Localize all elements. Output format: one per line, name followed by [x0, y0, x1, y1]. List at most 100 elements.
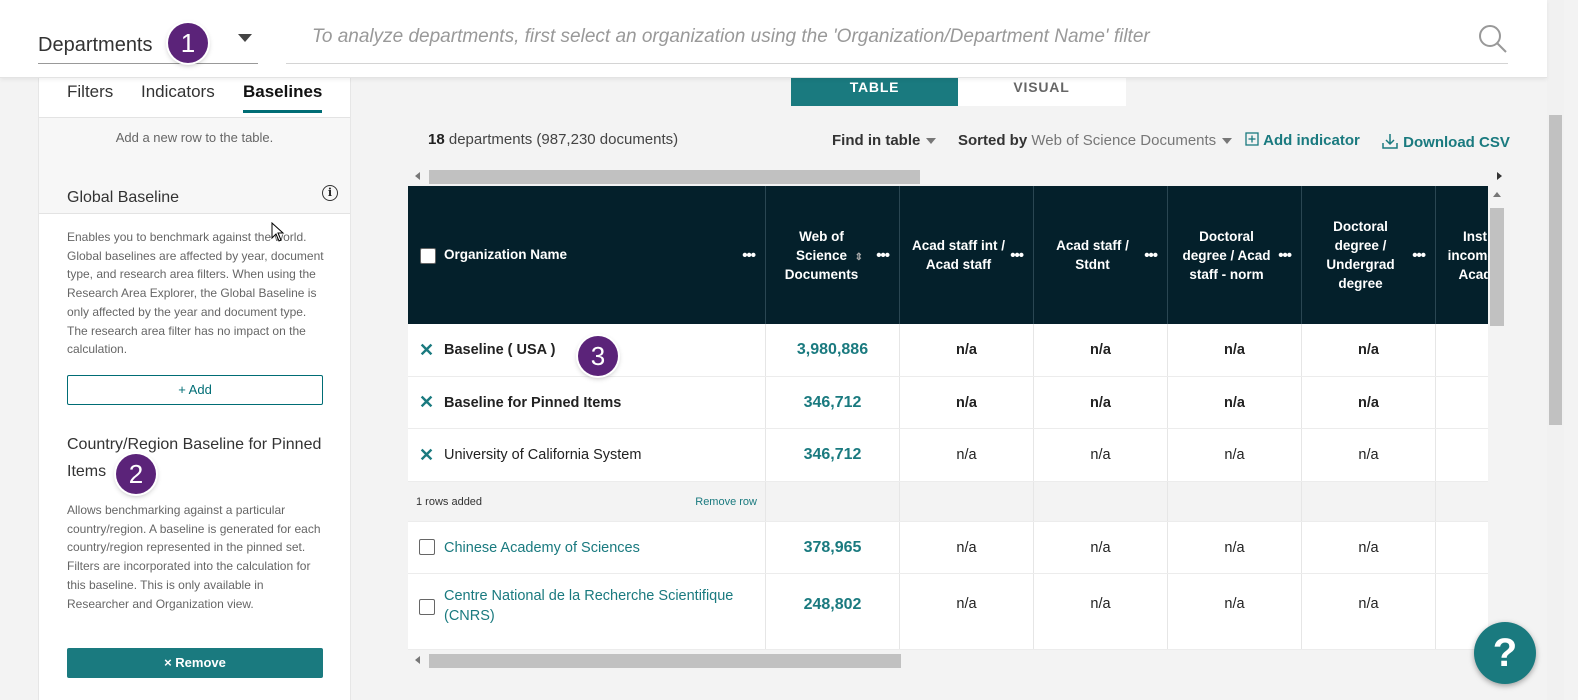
cell-value: n/a: [900, 574, 1034, 649]
cell-value: n/a: [1302, 574, 1436, 649]
sorted-by-label: Sorted by: [958, 132, 1028, 149]
col-header-label: Inst income / Acad: [1447, 228, 1488, 282]
add-indicator-button[interactable]: Add indicator: [1245, 132, 1360, 149]
results-text: departments (987,230 documents): [448, 131, 679, 148]
cell-value: n/a: [900, 522, 1034, 573]
hscroll-thumb[interactable]: [429, 170, 920, 184]
global-baseline-title: Global Baseline: [67, 189, 180, 206]
scroll-left-icon[interactable]: [415, 172, 420, 180]
search-placeholder: To analyze departments, first select an …: [312, 26, 1150, 47]
table-hscroll-bottom[interactable]: [410, 651, 1507, 669]
scroll-right-icon[interactable]: [1497, 172, 1502, 180]
search-input[interactable]: To analyze departments, first select an …: [286, 22, 1508, 64]
col-header-label: Acad staff int / Acad staff: [911, 238, 1005, 272]
more-options-icon[interactable]: •••: [876, 247, 890, 264]
wos-docs-value[interactable]: 378,965: [766, 522, 900, 573]
remove-row-icon[interactable]: ✕: [419, 392, 435, 412]
table-row: Centre National de la Recherche Scientif…: [408, 574, 1488, 650]
page-scrollbar[interactable]: [1547, 0, 1564, 700]
top-bar: Departments 1 To analyze departments, fi…: [0, 0, 1547, 78]
select-all-checkbox[interactable]: [420, 248, 436, 264]
visual-view-button[interactable]: VISUAL: [1013, 79, 1070, 95]
org-name: Baseline ( USA ): [444, 342, 556, 358]
hscroll-thumb[interactable]: [429, 654, 901, 668]
scroll-up-icon[interactable]: [1493, 192, 1501, 197]
table-hscroll-top[interactable]: [410, 167, 1507, 185]
remove-row-link[interactable]: Remove row: [695, 495, 757, 508]
wos-docs-value[interactable]: 346,712: [766, 377, 900, 428]
col-header-label: Organization Name: [444, 247, 568, 262]
callout-badge-1: 1: [168, 23, 208, 63]
tab-indicators[interactable]: Indicators: [141, 82, 215, 101]
plus-square-icon: [1245, 132, 1259, 146]
view-select-label: Departments: [38, 34, 153, 56]
cell-value: n/a: [1034, 574, 1168, 649]
sidebar: Filters Indicators Baselines Add a new r…: [38, 78, 351, 700]
org-name-link[interactable]: Centre National de la Recherche Scientif…: [444, 588, 734, 624]
col-header-doctoral-undergrad[interactable]: Doctoral degree / Undergrad degree •••: [1302, 186, 1436, 324]
col-header-organization-name[interactable]: Organization Name •••: [408, 186, 766, 324]
table-header: Organization Name ••• Web of Science Doc…: [408, 186, 1488, 324]
remove-row-icon[interactable]: ✕: [419, 444, 435, 465]
more-options-icon[interactable]: •••: [1010, 247, 1024, 264]
caret-down-icon: [926, 138, 937, 145]
col-header-acad-staff-stdnt[interactable]: Acad staff / Stdnt •••: [1034, 186, 1168, 324]
org-name-link[interactable]: Chinese Academy of Sciences: [444, 539, 640, 556]
tab-baselines[interactable]: Baselines: [243, 82, 323, 113]
sort-dropdown[interactable]: Sorted by Web of Science Documents: [958, 132, 1233, 149]
cell-value: n/a: [900, 377, 1034, 428]
remove-country-baseline-button[interactable]: × Remove: [67, 648, 323, 678]
col-header-label: Acad staff / Stdnt: [1056, 238, 1129, 272]
tab-filters[interactable]: Filters: [67, 82, 114, 101]
row-checkbox[interactable]: [419, 539, 435, 555]
search-icon[interactable]: [1478, 24, 1508, 54]
vscroll-thumb[interactable]: [1490, 208, 1504, 326]
table-row: ✕ University of California System 346,71…: [408, 429, 1488, 482]
info-icon[interactable]: i: [322, 185, 338, 201]
view-select[interactable]: Departments: [38, 22, 258, 64]
table-vscroll[interactable]: [1488, 186, 1507, 650]
wos-docs-value[interactable]: 248,802: [766, 574, 900, 649]
more-options-icon[interactable]: •••: [1144, 247, 1158, 264]
mouse-cursor-icon: [271, 222, 285, 242]
download-csv-button[interactable]: Download CSV: [1381, 132, 1510, 151]
table-row: ✕ Baseline for Pinned Items 346,712 n/a …: [408, 377, 1488, 429]
row-checkbox[interactable]: [419, 599, 435, 615]
download-icon: [1382, 134, 1398, 149]
table-row: Chinese Academy of Sciences 378,965 n/a …: [408, 522, 1488, 574]
cell-value: n/a: [1302, 377, 1436, 428]
more-options-icon[interactable]: •••: [742, 247, 756, 264]
cell-value: n/a: [1302, 429, 1436, 481]
wos-docs-value[interactable]: 3,980,886: [766, 324, 900, 376]
sort-icon[interactable]: ⇕: [854, 252, 863, 263]
help-button[interactable]: ?: [1474, 622, 1536, 684]
table-row: ✕ Baseline ( USA ) 3,980,886 n/a n/a n/a…: [408, 324, 1488, 377]
wos-docs-value[interactable]: 346,712: [766, 429, 900, 481]
col-header-wos-documents[interactable]: Web of Science Documents ⇕ •••: [766, 186, 900, 324]
scroll-left-icon[interactable]: [415, 656, 420, 664]
col-header-inst-income[interactable]: Inst income / Acad: [1436, 186, 1488, 324]
cell-value: n/a: [900, 324, 1034, 376]
cell-value: n/a: [900, 429, 1034, 481]
results-count: 18: [428, 131, 445, 148]
add-global-baseline-button[interactable]: + Add: [67, 375, 323, 405]
add-row-hint-box: Add a new row to the table.: [39, 118, 350, 214]
rows-added-bar: 1 rows added Remove row: [408, 482, 1488, 522]
cell-value: n/a: [1034, 324, 1168, 376]
find-in-table-dropdown[interactable]: Find in table: [832, 132, 937, 149]
col-header-doctoral-acad-staff[interactable]: Doctoral degree / Acad staff - norm •••: [1168, 186, 1302, 324]
more-options-icon[interactable]: •••: [1278, 247, 1292, 264]
more-options-icon[interactable]: •••: [1412, 247, 1426, 264]
add-indicator-label: Add indicator: [1263, 132, 1360, 149]
col-header-label: Doctoral degree / Undergrad degree: [1326, 219, 1395, 291]
remove-row-icon[interactable]: ✕: [419, 339, 435, 360]
cell-value: n/a: [1168, 574, 1302, 649]
cell-value: n/a: [1034, 377, 1168, 428]
cell-value: n/a: [1168, 522, 1302, 573]
col-header-acad-staff-int[interactable]: Acad staff int / Acad staff •••: [900, 186, 1034, 324]
cell-value: n/a: [1168, 324, 1302, 376]
cell-value: n/a: [1168, 429, 1302, 481]
page-scroll-thumb[interactable]: [1549, 115, 1562, 425]
country-baseline-title: Country/Region Baseline for Pinned Items: [67, 436, 322, 480]
sorted-by-value: Web of Science Documents: [1031, 132, 1217, 149]
